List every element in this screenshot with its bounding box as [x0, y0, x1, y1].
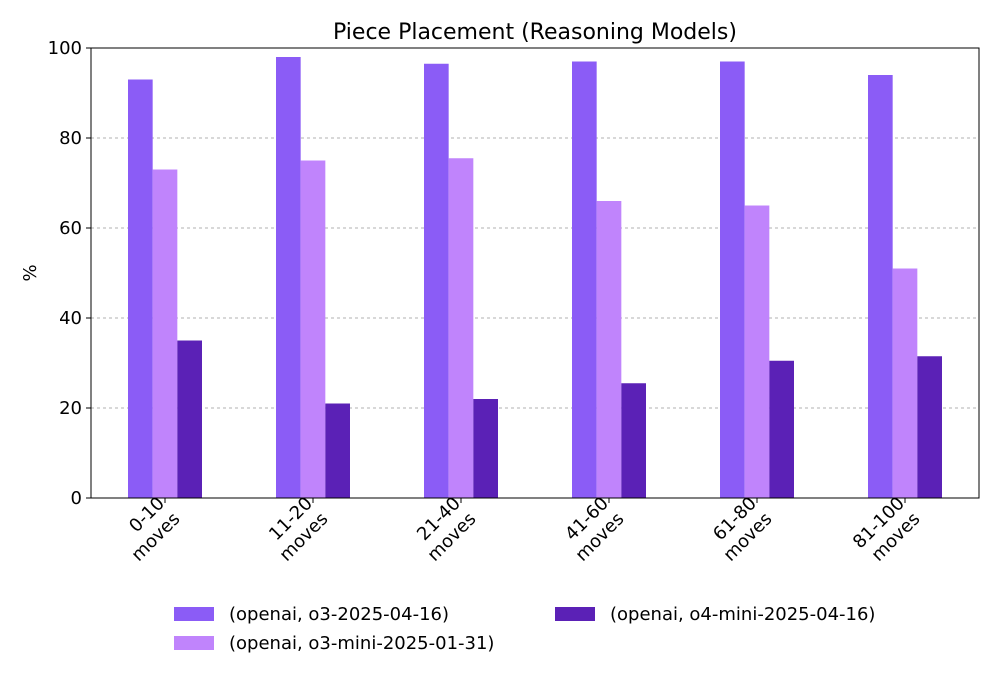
bar-series-2-cat-4 [596, 201, 622, 498]
legend-swatch [174, 607, 214, 621]
legend: (openai, o3-2025-04-16) (openai, o3-mini-… [174, 604, 875, 654]
bar-series-3-cat-6 [917, 356, 942, 498]
bar-series-1-cat-5 [720, 61, 745, 498]
y-axis-label: % [20, 264, 41, 281]
bar-series-2-cat-6 [892, 268, 918, 498]
gridlines [91, 137, 979, 409]
legend-swatch [174, 636, 214, 650]
legend-item-1: (openai, o3-2025-04-16) [174, 604, 449, 625]
legend-label: (openai, o4-mini-2025-04-16) [610, 604, 875, 625]
legend-swatch [555, 607, 595, 621]
bar-series-3-cat-5 [769, 360, 794, 498]
y-tick-label: 60 [59, 218, 82, 239]
chart-title: Piece Placement (Reasoning Models) [333, 20, 737, 45]
bar-series-1-cat-3 [424, 63, 449, 498]
bar-series-1-cat-1 [128, 79, 153, 498]
bar-series-2-cat-1 [152, 169, 178, 498]
y-tick-label: 20 [59, 398, 82, 419]
bar-series-1-cat-4 [572, 61, 597, 498]
plot-frame [90, 47, 980, 499]
legend-label: (openai, o3-mini-2025-01-31) [229, 633, 494, 654]
y-tick-label: 80 [59, 128, 82, 149]
y-tick-label: 40 [59, 308, 82, 329]
bar-series-3-cat-3 [473, 399, 498, 498]
bar-series-3-cat-4 [621, 383, 646, 498]
bar-series-1-cat-2 [276, 57, 301, 498]
bar-series-2-cat-3 [448, 158, 474, 498]
bar-series-3-cat-1 [177, 340, 202, 498]
bar-series-1-cat-6 [868, 75, 893, 498]
bar-series-3-cat-2 [325, 403, 350, 498]
bar-series-2-cat-5 [744, 205, 770, 498]
legend-label: (openai, o3-2025-04-16) [229, 604, 449, 625]
y-tick-label: 0 [71, 488, 82, 509]
bars [128, 57, 942, 498]
legend-item-3: (openai, o4-mini-2025-04-16) [555, 604, 875, 625]
bar-series-2-cat-2 [300, 160, 326, 498]
y-tick-label: 100 [48, 38, 82, 59]
legend-item-2: (openai, o3-mini-2025-01-31) [174, 633, 494, 654]
